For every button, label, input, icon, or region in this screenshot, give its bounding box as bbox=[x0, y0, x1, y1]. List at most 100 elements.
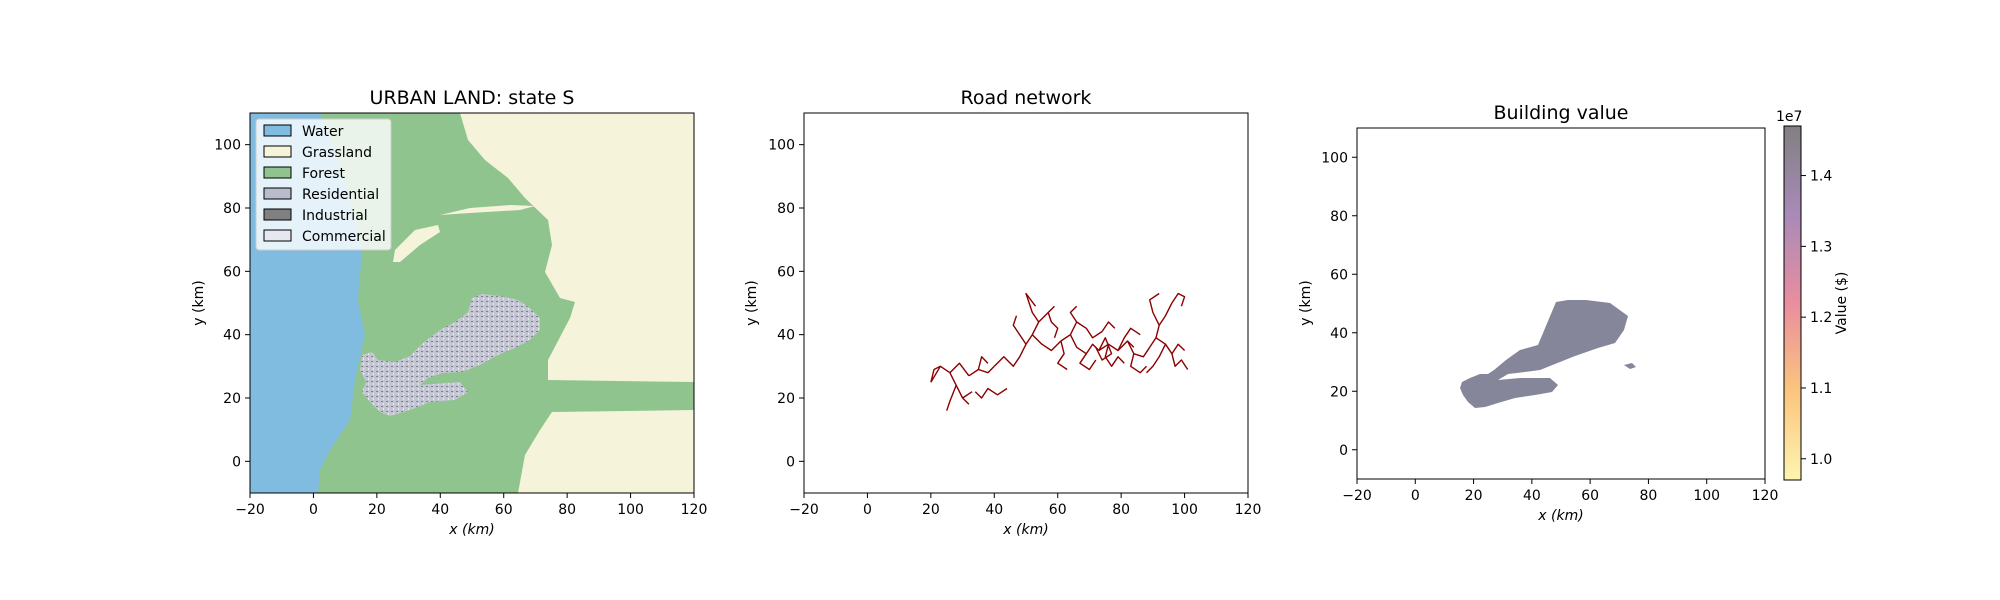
y-tick-label: 80 bbox=[1330, 209, 1348, 225]
road-segment bbox=[977, 356, 989, 370]
x-tick-label: 20 bbox=[368, 502, 386, 518]
colorbar-tick-label: 1.0 bbox=[1810, 452, 1832, 468]
y-tick-label: 40 bbox=[777, 328, 795, 344]
colorbar-label: Value ($) bbox=[1834, 272, 1850, 335]
x-tick-label: 0 bbox=[1411, 488, 1420, 504]
y-axis-label: y (km) bbox=[1298, 280, 1314, 325]
road-lines bbox=[930, 292, 1189, 411]
plot-frame-border bbox=[1356, 127, 1766, 480]
x-tick-label: 100 bbox=[1693, 488, 1720, 504]
road-segment bbox=[1148, 292, 1160, 326]
road-segment bbox=[1146, 343, 1167, 374]
road-segment bbox=[1117, 327, 1141, 351]
urban-region bbox=[360, 294, 540, 416]
value-map bbox=[1460, 300, 1636, 408]
legend-swatch bbox=[263, 166, 292, 179]
legend-label: Grassland bbox=[302, 145, 372, 161]
y-tick-label: 80 bbox=[777, 201, 795, 217]
y-tick-label: 0 bbox=[232, 454, 241, 470]
colorbar-tick-label: 1.4 bbox=[1810, 169, 1832, 185]
x-tick-label: 80 bbox=[1112, 502, 1130, 518]
x-tick-label: 0 bbox=[863, 502, 872, 518]
road-segment bbox=[1025, 292, 1040, 323]
colorbar-gradient bbox=[1783, 125, 1802, 481]
y-tick-label: 100 bbox=[1321, 150, 1348, 166]
colorbar: 1.0 1.1 1.2 1.3 1.4 1e7 Value ($) bbox=[1776, 109, 1850, 481]
x-axis-label: x (km) bbox=[1002, 522, 1048, 538]
legend-swatch bbox=[263, 187, 292, 200]
road-segment bbox=[968, 365, 995, 377]
x-tick-label: 0 bbox=[309, 502, 318, 518]
road-segment bbox=[1126, 340, 1151, 358]
road-segment bbox=[1047, 312, 1059, 339]
road-segment bbox=[993, 343, 1027, 367]
legend-items: Water Grassland Forest Residential Industria… bbox=[263, 124, 386, 245]
axis-ticks: −20 0 20 40 60 80 100 120 0 20 40 60 80 100 bbox=[1321, 150, 1778, 504]
y-tick-label: 60 bbox=[777, 264, 795, 280]
y-tick-label: 40 bbox=[223, 328, 241, 344]
legend-label: Water bbox=[302, 124, 344, 140]
y-tick-label: 20 bbox=[1330, 384, 1348, 400]
x-tick-label: −20 bbox=[789, 502, 819, 518]
x-tick-label: 120 bbox=[1752, 488, 1779, 504]
legend-label: Industrial bbox=[302, 208, 368, 224]
y-tick-label: 0 bbox=[1339, 443, 1348, 459]
road-segment bbox=[1095, 337, 1113, 361]
road-segment bbox=[1129, 353, 1147, 374]
road-segment bbox=[1076, 321, 1103, 339]
legend: Water Grassland Forest Residential Industria… bbox=[255, 118, 392, 251]
x-tick-label: 60 bbox=[1049, 502, 1067, 518]
road-segment bbox=[1012, 315, 1027, 345]
road-segment bbox=[1101, 321, 1116, 332]
building-value-region bbox=[1460, 300, 1628, 408]
road-segment bbox=[962, 391, 973, 399]
y-axis-label: y (km) bbox=[744, 280, 760, 325]
legend-swatch bbox=[263, 229, 292, 242]
y-tick-label: 80 bbox=[223, 201, 241, 217]
legend-swatch bbox=[263, 208, 292, 221]
x-tick-label: 100 bbox=[1171, 502, 1198, 518]
x-tick-label: 120 bbox=[681, 502, 708, 518]
legend-label: Residential bbox=[302, 187, 379, 203]
legend-swatch bbox=[263, 145, 292, 158]
subplot-road-network: Road network −20 0 20 40 60 80 100 120 0 20 40 60 80… bbox=[744, 87, 1261, 538]
legend-label: Forest bbox=[302, 166, 345, 182]
x-axis-label: x (km) bbox=[1537, 508, 1583, 524]
axis-ticks: −20 0 20 40 60 80 100 120 0 20 40 60 80 100 bbox=[768, 138, 1261, 518]
x-tick-label: −20 bbox=[235, 502, 265, 518]
y-tick-label: 100 bbox=[214, 138, 241, 154]
road-segment bbox=[1031, 334, 1062, 352]
road-segment bbox=[930, 365, 941, 383]
x-tick-label: −20 bbox=[1342, 488, 1372, 504]
legend-label: Commercial bbox=[302, 229, 386, 245]
x-tick-label: 60 bbox=[1581, 488, 1599, 504]
y-tick-label: 60 bbox=[1330, 267, 1348, 283]
x-tick-label: 40 bbox=[431, 502, 449, 518]
chart-title: Building value bbox=[1493, 102, 1628, 124]
y-axis-label: y (km) bbox=[191, 280, 207, 325]
x-tick-label: 40 bbox=[1523, 488, 1541, 504]
road-segment bbox=[1171, 353, 1189, 370]
colorbar-tick-label: 1.2 bbox=[1810, 310, 1832, 326]
y-tick-label: 100 bbox=[768, 138, 795, 154]
road-segment bbox=[949, 372, 970, 405]
x-tick-label: 80 bbox=[1640, 488, 1658, 504]
x-tick-label: 100 bbox=[617, 502, 644, 518]
colorbar-ticks: 1.0 1.1 1.2 1.3 1.4 bbox=[1801, 169, 1832, 468]
legend-swatch bbox=[263, 124, 292, 137]
colorbar-tick-label: 1.1 bbox=[1810, 381, 1832, 397]
colorbar-tick-label: 1.3 bbox=[1810, 239, 1832, 255]
x-tick-label: 20 bbox=[922, 502, 940, 518]
x-tick-label: 20 bbox=[1465, 488, 1483, 504]
y-tick-label: 40 bbox=[1330, 326, 1348, 342]
road-segment bbox=[946, 385, 957, 411]
building-value-fragment bbox=[1624, 363, 1636, 369]
subplot-urban-land: URBAN LAND: state S −20 0 20 40 60 80 100 120 0 2… bbox=[191, 87, 707, 538]
y-tick-label: 20 bbox=[223, 391, 241, 407]
grassland-lake-1 bbox=[393, 225, 440, 262]
subplot-building-value: Building value −20 0 20 40 60 80 100 120 0 20 40 60… bbox=[1298, 102, 1850, 524]
y-tick-label: 0 bbox=[786, 454, 795, 470]
x-axis-label: x (km) bbox=[448, 522, 494, 538]
road-segment bbox=[1056, 340, 1068, 371]
x-tick-label: 80 bbox=[558, 502, 576, 518]
